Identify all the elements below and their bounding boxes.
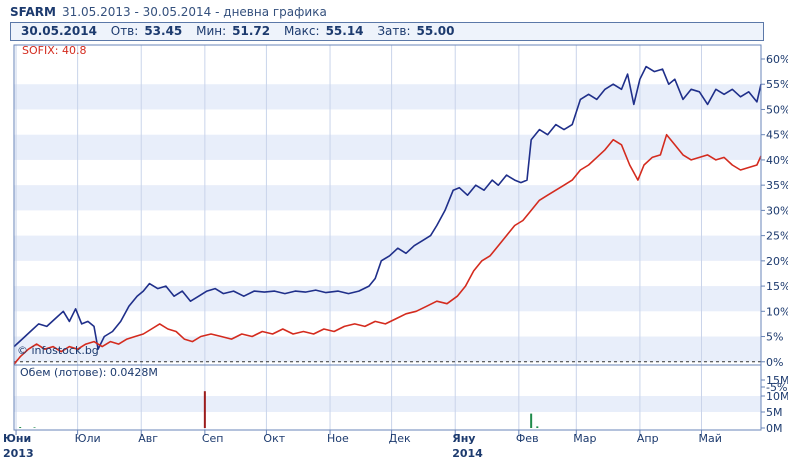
quote-max: Макс: 55.14 <box>283 24 364 38</box>
x-tick-label: Яну <box>452 432 475 445</box>
x-tick-label: Мар <box>573 432 596 445</box>
y-axis: 60% 55% 50% 45% 40% 35% 30% 25% 20% 15% 10% 5% 0% -5% <box>761 53 788 394</box>
x-tick-label: Фев <box>516 432 539 445</box>
series-lines <box>13 65 762 365</box>
y-tick-label: 15% <box>766 280 788 293</box>
y-tick-label: 60% <box>766 53 788 66</box>
x-tick-label: Апр <box>637 432 659 445</box>
y-tick-label: 55% <box>766 78 788 91</box>
volume-band-blank <box>14 380 761 396</box>
quote-open: Отв: 53.45 <box>110 24 183 38</box>
band <box>14 134 761 160</box>
volume-y-axis: 15M 10M 5M 0M <box>761 374 788 435</box>
volume-bar <box>530 413 533 428</box>
quote-close: Затв: 55.00 <box>377 24 455 38</box>
volume-bar <box>203 391 206 428</box>
year-label: 2013 <box>3 447 34 460</box>
x-tick-label: Окт <box>263 432 285 445</box>
band <box>14 84 761 110</box>
y-tick-label: 10% <box>766 305 788 318</box>
quote-min: Мин: 51.72 <box>196 24 271 38</box>
band <box>14 336 761 362</box>
x-tick-label: Юли <box>75 432 101 445</box>
x-tick-label: Авг <box>138 432 158 445</box>
y-tick-label: 5% <box>766 331 783 344</box>
x-axis: Юни Юли Авг Сеп Окт Ное Дек Яну Фев Мар Апр Май 2013… <box>3 430 722 460</box>
band <box>14 286 761 312</box>
volume-band <box>14 396 761 412</box>
watermark: © infostock.bg <box>17 344 99 357</box>
y-tick-label: 50% <box>766 103 788 116</box>
date-range: 31.05.2013 - 30.05.2014 - дневна графика <box>61 5 327 19</box>
year-label: 2014 <box>452 447 483 460</box>
chart-grid <box>14 45 761 430</box>
y-tick-label: 40% <box>766 154 788 167</box>
y-tick-label: 0% <box>766 356 783 369</box>
symbol: SFARM <box>10 5 56 19</box>
chart-title-bar: SFARM 31.05.2013 - 30.05.2014 - дневна гр… <box>10 3 327 21</box>
series-sfarm-line <box>13 65 762 350</box>
x-tick-label: Май <box>698 432 721 445</box>
series-sofix-line <box>13 133 762 365</box>
y-tick-label: 20% <box>766 255 788 268</box>
y-tick-label: 30% <box>766 204 788 217</box>
volume-y-tick-label: 15M <box>766 374 788 387</box>
x-tick-label: Сеп <box>202 432 224 445</box>
chart-frames <box>13 44 762 431</box>
volume-bar <box>19 427 22 428</box>
legend-sofix: SOFIX: 40.8 <box>22 44 86 57</box>
y-tick-label: -5% <box>766 381 787 394</box>
volume-label: Обем (лотове): 0.0428M <box>20 366 158 379</box>
volume-bar <box>33 427 36 428</box>
y-tick-label: 35% <box>766 179 788 192</box>
y-tick-label: 25% <box>766 230 788 243</box>
quote-date: 30.05.2014 <box>21 24 97 38</box>
volume-bars <box>19 391 539 428</box>
quote-bar: 30.05.2014 Отв: 53.45 Мин: 51.72 Макс: 55.1… <box>10 22 764 41</box>
x-tick-label: Юни <box>3 432 31 445</box>
volume-y-tick-label: 10M <box>766 390 788 403</box>
volume-frame <box>13 364 762 431</box>
x-tick-label: Дек <box>389 432 411 445</box>
chart-bands <box>14 84 761 412</box>
x-tick-label: Ное <box>327 432 349 445</box>
band <box>14 185 761 211</box>
volume-y-tick-label: 0M <box>766 422 783 435</box>
volume-y-tick-label: 5M <box>766 406 783 419</box>
volume-bar <box>536 426 539 428</box>
y-tick-label: 45% <box>766 129 788 142</box>
